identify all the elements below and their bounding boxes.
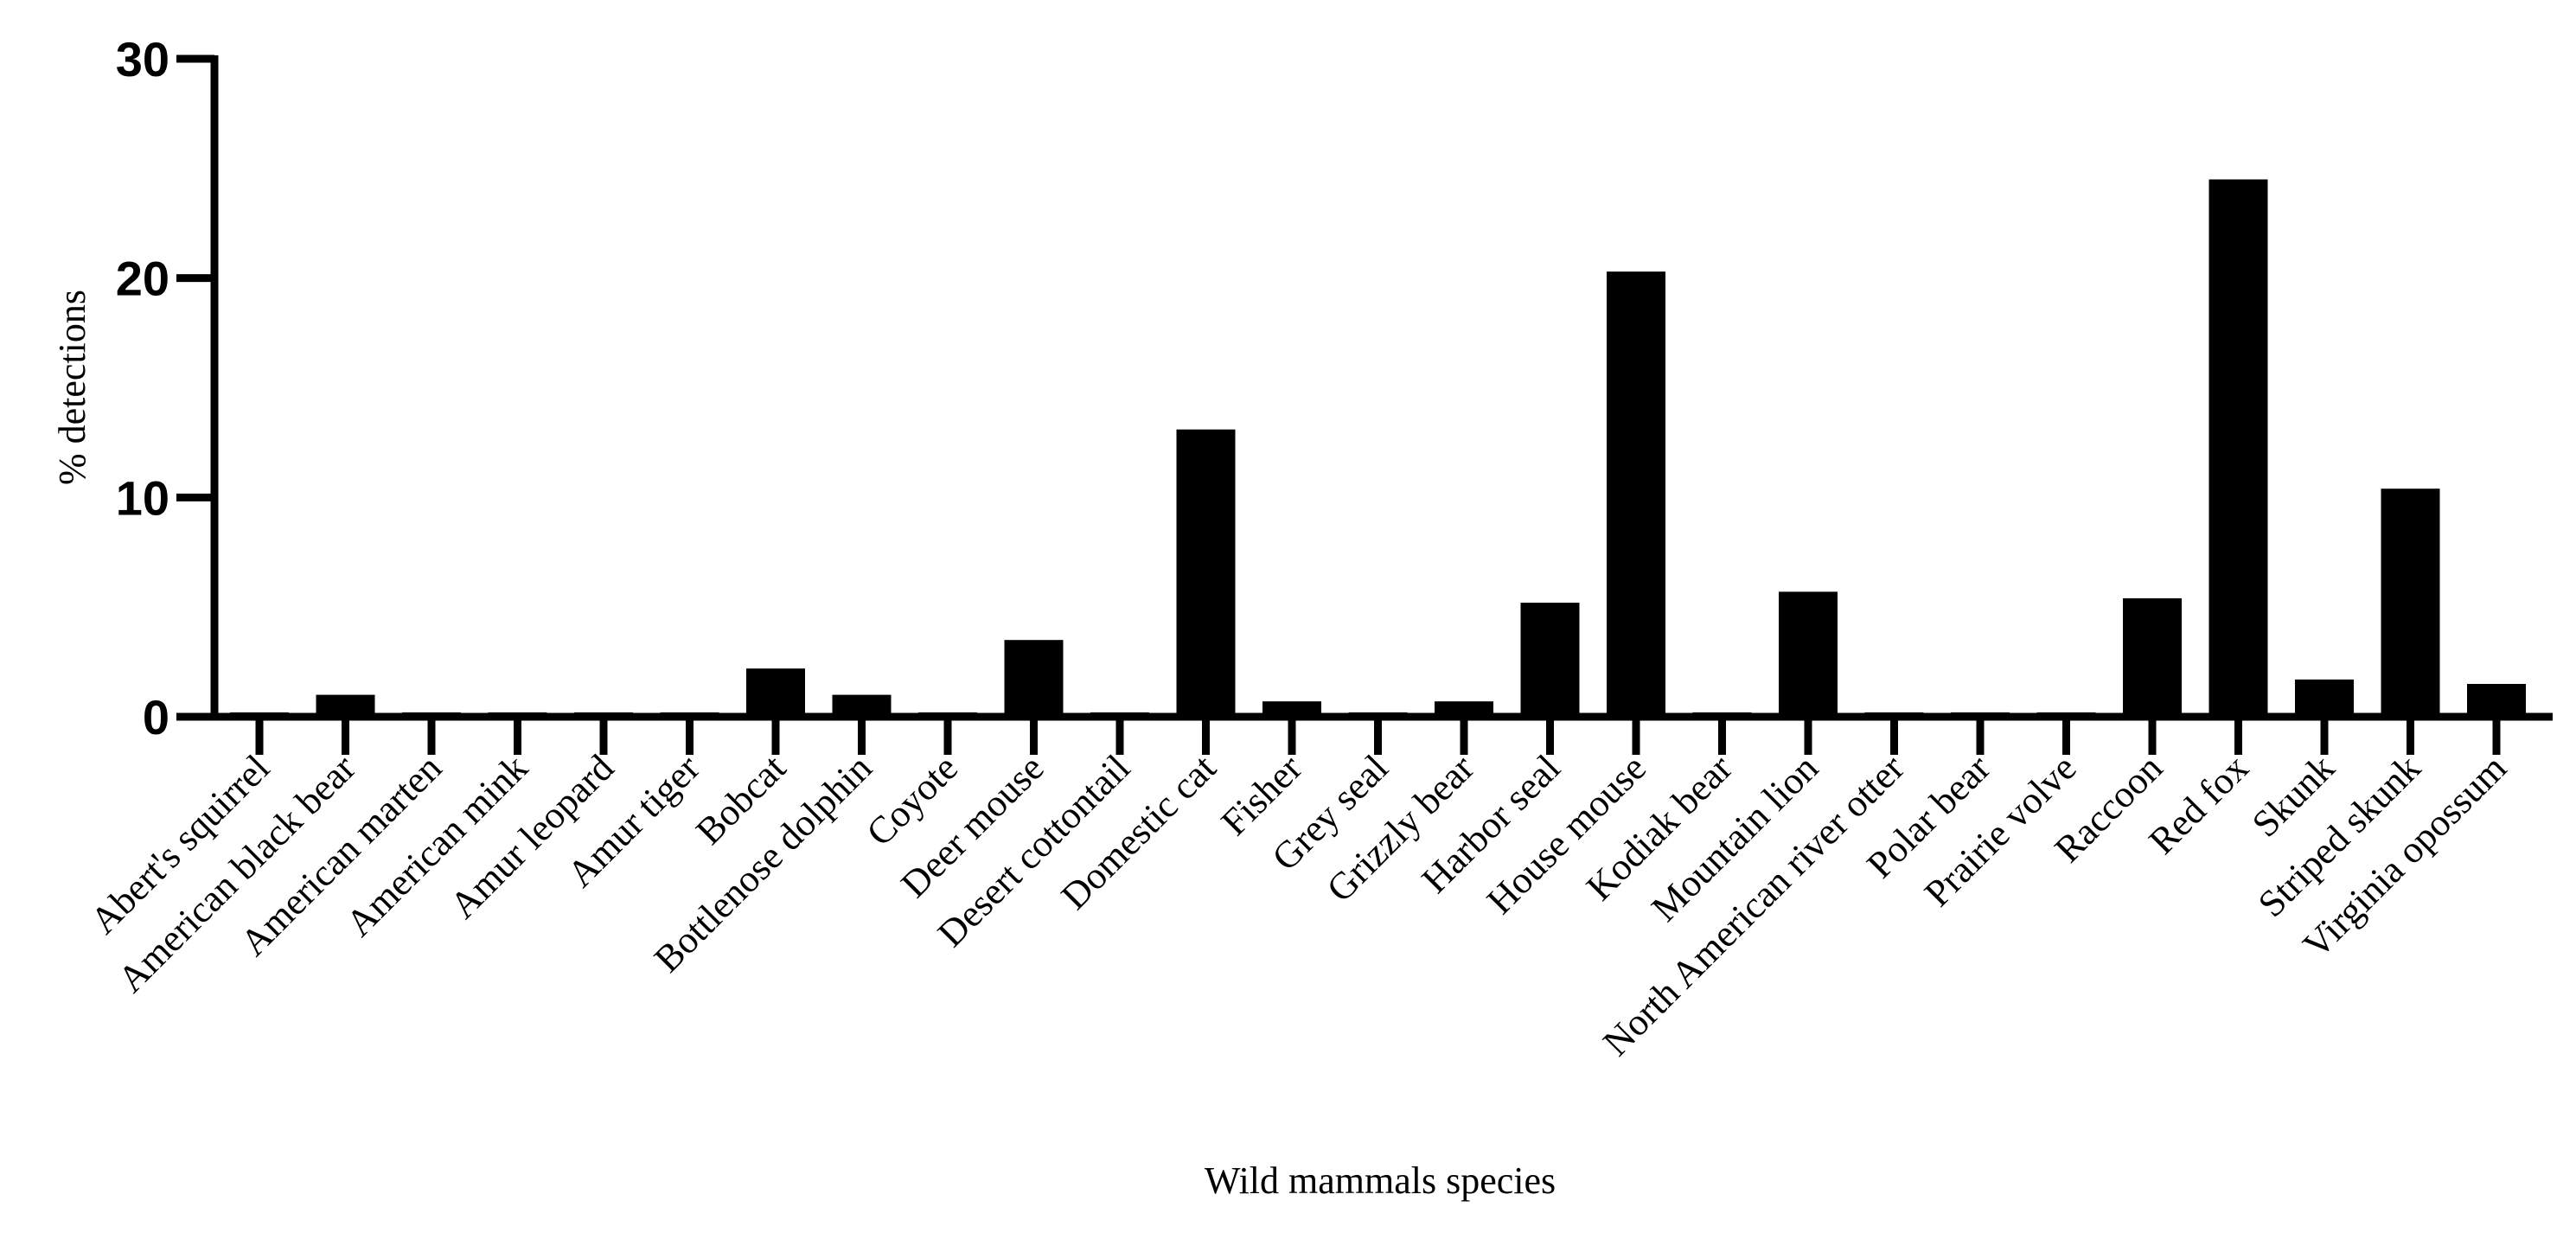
y-axis: 0 10 20 30 (116, 32, 219, 744)
bar (1176, 429, 1236, 717)
bar (1520, 603, 1580, 717)
bar (2208, 179, 2268, 717)
bar (2467, 684, 2526, 717)
bar (1004, 640, 1064, 717)
bar (746, 668, 805, 717)
y-axis-title: % detections (51, 290, 93, 485)
x-tick-label: Red fox (2141, 746, 2257, 862)
bar (2295, 679, 2354, 717)
bar (1779, 591, 1838, 717)
y-tick-label: 30 (116, 32, 169, 86)
bar (2123, 598, 2182, 717)
y-tick-label: 10 (116, 470, 169, 525)
y-tick-label: 0 (143, 690, 169, 744)
x-axis-title: Wild mammals species (1205, 1159, 1556, 1202)
bars-group (230, 179, 2526, 718)
bar (1607, 271, 1665, 718)
bar (2381, 489, 2440, 717)
y-tick-label: 20 (116, 252, 169, 306)
